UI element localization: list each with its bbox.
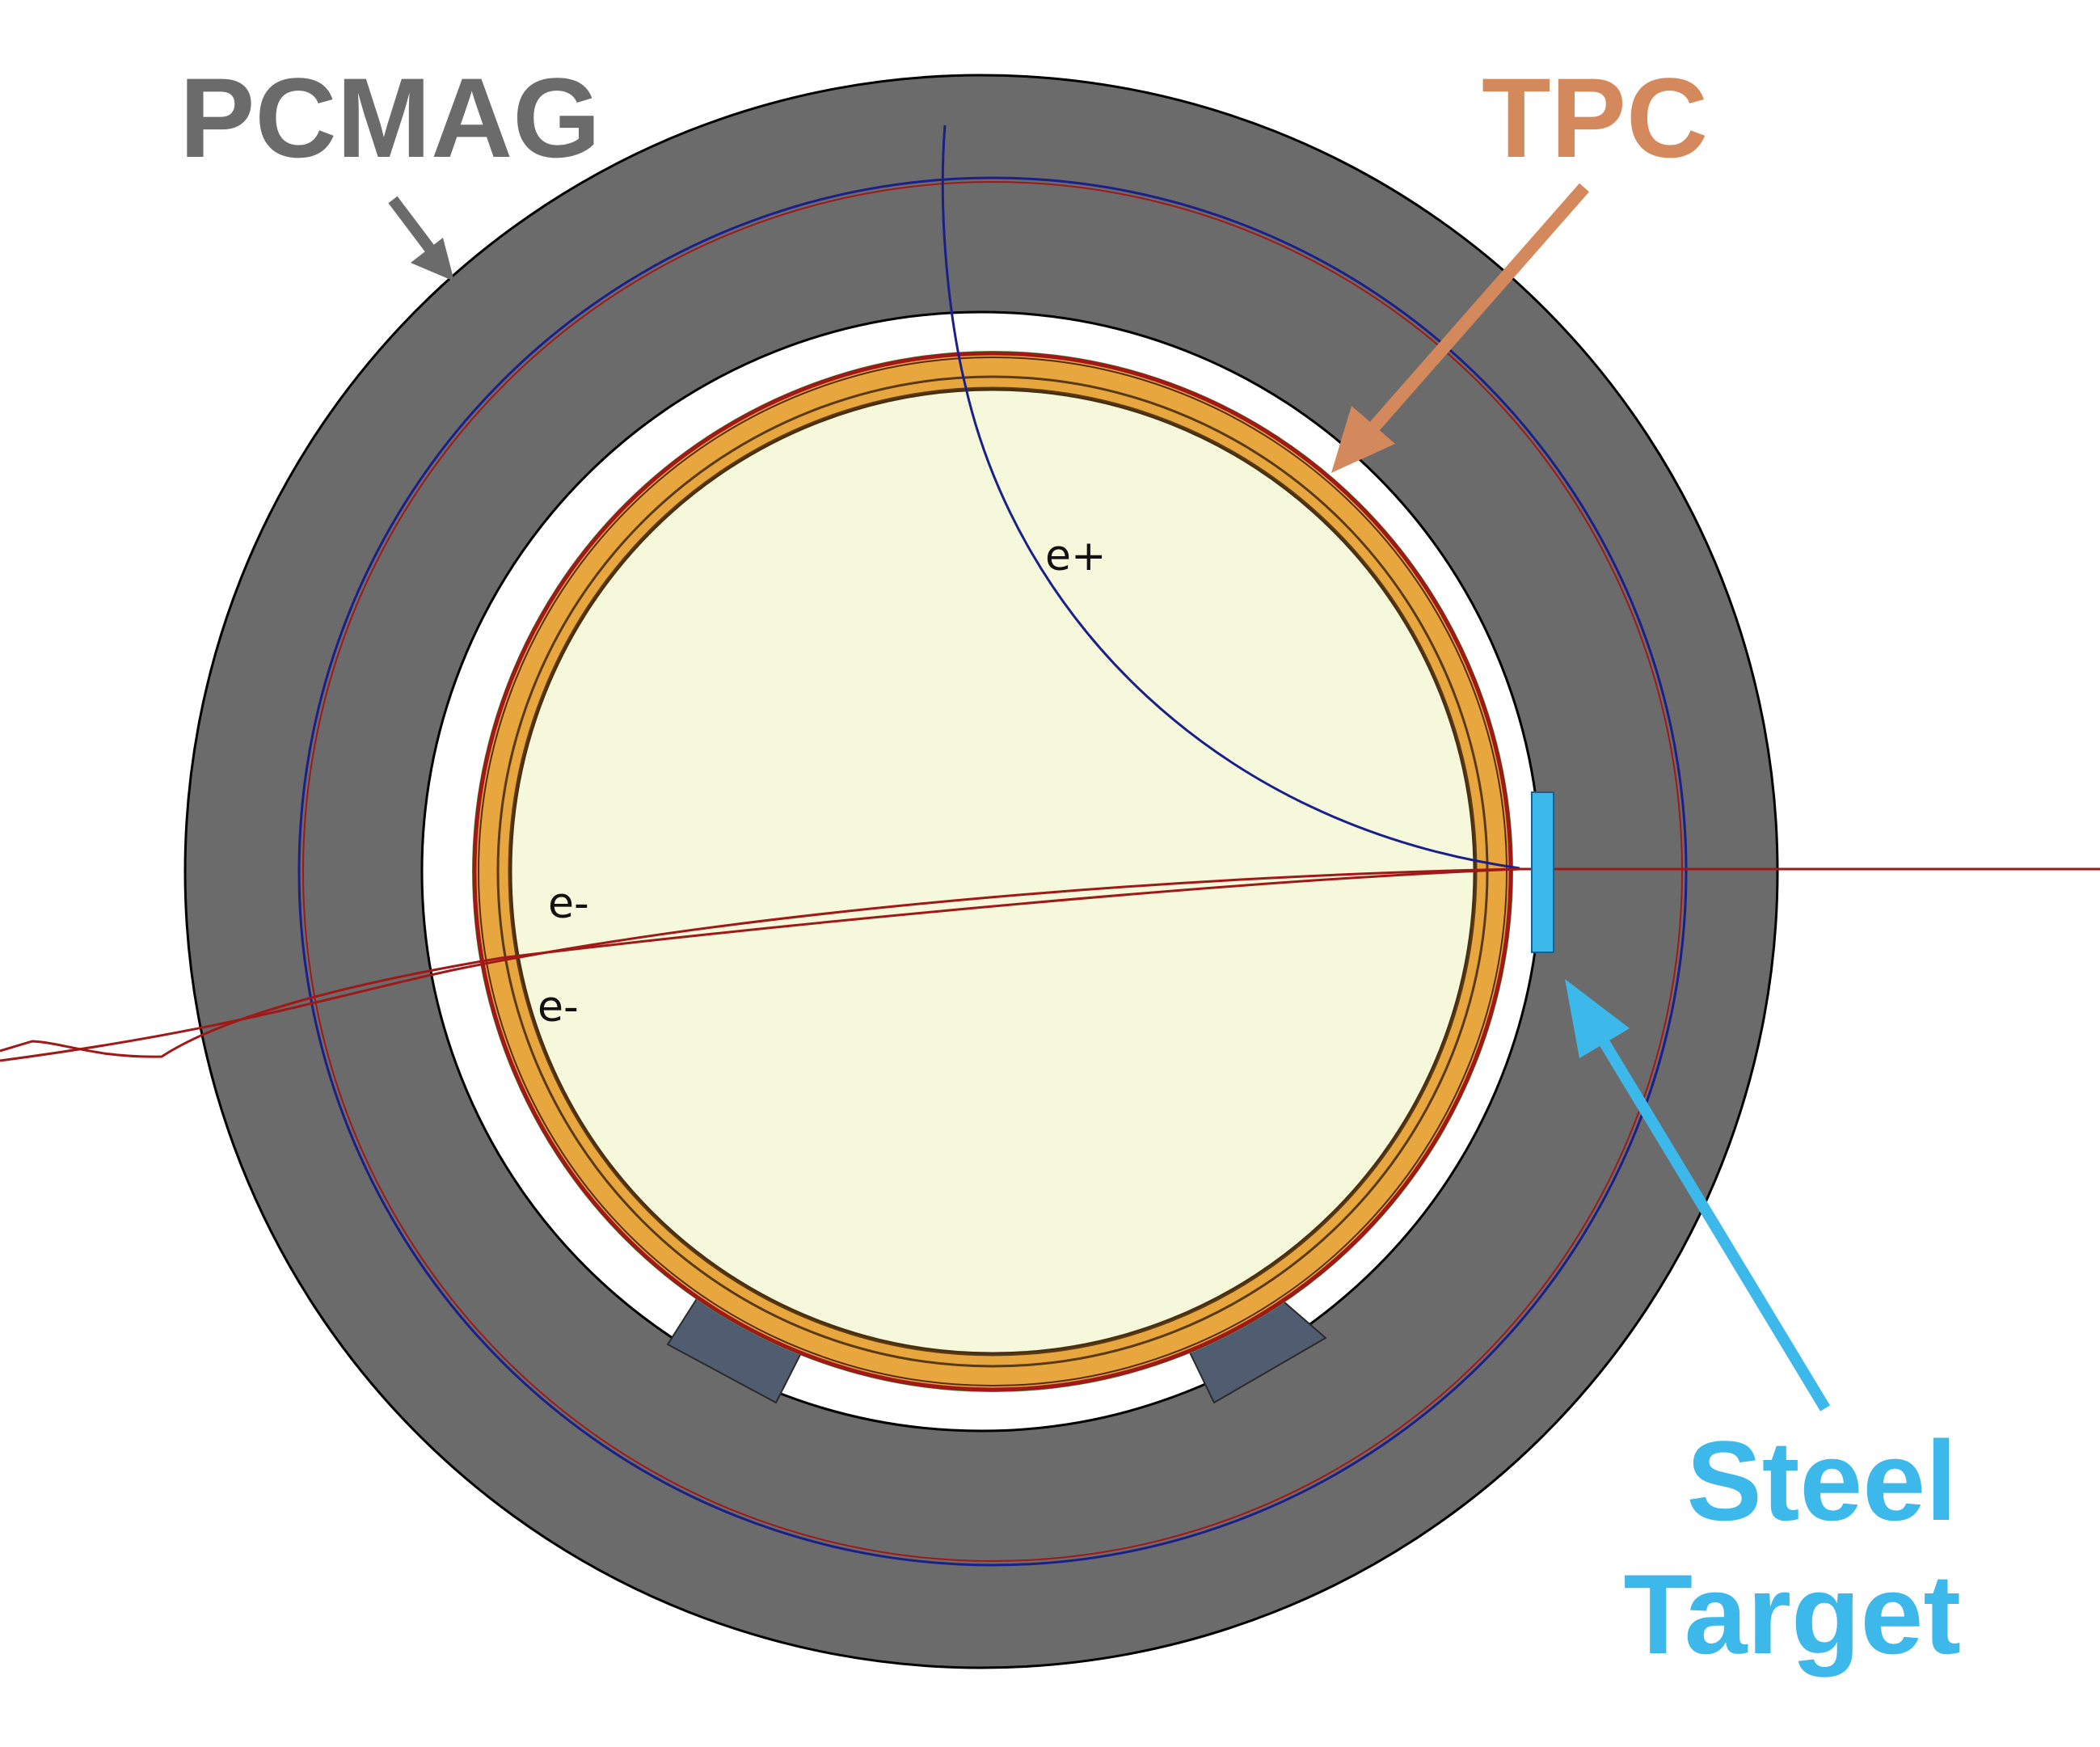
steel-target [1531, 791, 1554, 953]
steel-target-label-line1: Steel [1686, 1417, 1957, 1544]
electron-track-2 [0, 867, 1520, 1058]
electron-track-1 [0, 867, 1520, 1062]
tpc-gas-volume [509, 388, 1476, 1355]
field-loop-red [302, 181, 1683, 1562]
electron-track-label-2: e- [538, 983, 579, 1032]
positron-track [941, 124, 1520, 870]
field-loop-blue [297, 176, 1688, 1567]
tpc-arrow [1331, 183, 1590, 473]
electron-track-label-1: e- [548, 880, 589, 928]
pcmag-arrow [388, 196, 454, 281]
tpc-ring [474, 353, 1511, 1390]
steel-target-label-line2: Target [1624, 1551, 1961, 1677]
tpc-label: TPC [1482, 54, 1708, 181]
steel-target-arrow [1565, 979, 1830, 1412]
positron-track-label: e+ [1045, 532, 1107, 580]
tpc-ring-outline [472, 351, 1513, 1392]
pcmag-label: PCMAG [179, 54, 601, 181]
